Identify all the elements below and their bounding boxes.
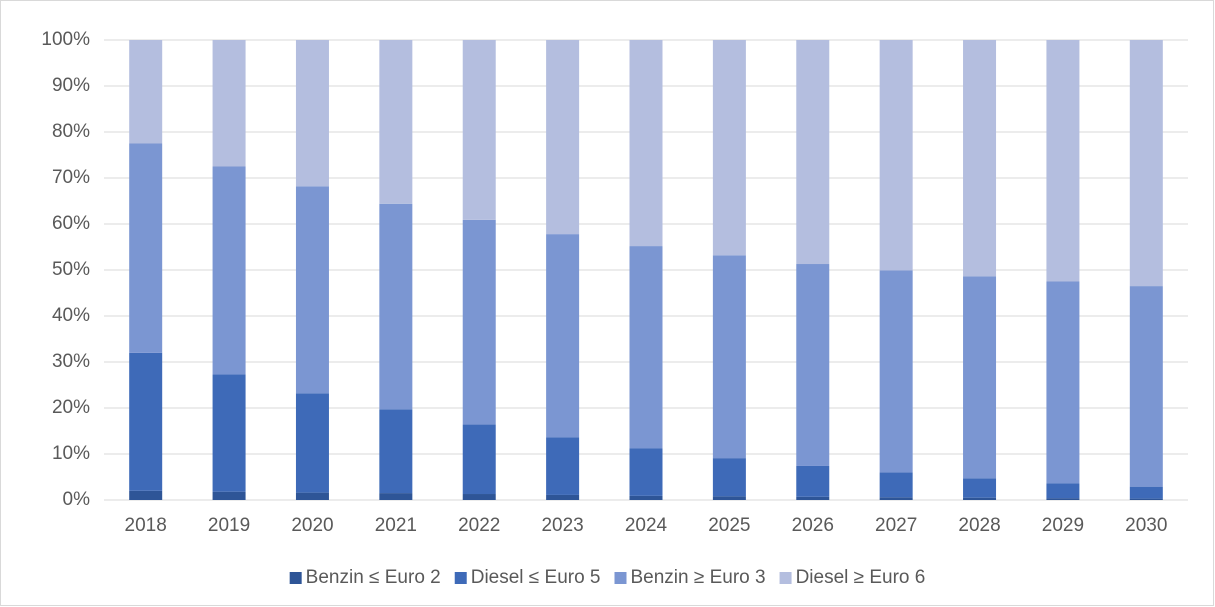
bar-segment	[546, 40, 580, 235]
y-tick-label: 100%	[41, 29, 90, 50]
bar-segment	[546, 437, 580, 495]
bar-segment	[963, 276, 997, 479]
x-tick-label: 2028	[958, 515, 1000, 536]
legend-swatch	[454, 572, 467, 584]
bar-segment	[546, 234, 580, 438]
y-tick-label: 10%	[52, 443, 90, 464]
legend-label: Diesel ≤ Euro 5	[471, 567, 601, 588]
y-tick-label: 90%	[52, 75, 90, 96]
y-tick-label: 30%	[52, 351, 90, 372]
y-tick-label: 70%	[52, 167, 90, 188]
x-tick-label: 2029	[1042, 515, 1084, 536]
bar-segment	[462, 494, 496, 500]
bar-segment	[295, 186, 329, 394]
legend-swatch	[779, 572, 792, 584]
bar-segment	[129, 490, 163, 500]
bar-segment	[212, 40, 246, 167]
bar-segment	[295, 492, 329, 500]
bar-segment	[963, 40, 997, 277]
bar-segment	[879, 472, 913, 498]
x-tick-label: 2025	[708, 515, 750, 536]
y-tick-label: 0%	[63, 489, 91, 510]
bar-segment	[1046, 281, 1080, 484]
bar-segment	[379, 409, 413, 494]
bar-segment	[963, 478, 997, 498]
bar-segment	[1129, 286, 1163, 487]
x-tick-label: 2020	[291, 515, 333, 536]
bar-segment	[129, 352, 163, 491]
x-tick-label: 2019	[208, 515, 250, 536]
bar-segment	[1046, 498, 1080, 500]
bar-segment	[379, 203, 413, 410]
bar-segment	[879, 40, 913, 271]
bar-segment	[879, 270, 913, 473]
y-tick-label: 80%	[52, 121, 90, 142]
legend-label: Benzin ≥ Euro 3	[631, 567, 766, 588]
bar-segment	[712, 255, 746, 459]
bar-segment	[1046, 483, 1080, 499]
bar-segment	[295, 393, 329, 493]
x-tick-label: 2027	[875, 515, 917, 536]
bar-segment	[796, 40, 830, 265]
bar-segment	[796, 496, 830, 500]
bar-segment	[1129, 486, 1163, 499]
bar-segment	[129, 40, 163, 144]
y-tick-label: 20%	[52, 397, 90, 418]
bar-segment	[462, 40, 496, 220]
bar-segment	[879, 497, 913, 500]
bar-segment	[546, 494, 580, 500]
y-tick-label: 40%	[52, 305, 90, 326]
bar-segment	[379, 493, 413, 500]
bar-segment	[212, 491, 246, 500]
x-tick-label: 2030	[1125, 515, 1167, 536]
bar-segment	[796, 264, 830, 466]
legend-label: Benzin ≤ Euro 2	[306, 567, 441, 588]
bar-segment	[1129, 40, 1163, 287]
y-tick-label: 60%	[52, 213, 90, 234]
legend-swatch	[614, 572, 627, 584]
legend-label: Diesel ≥ Euro 6	[796, 567, 926, 588]
bar-segment	[212, 374, 246, 492]
bar-segment	[462, 424, 496, 495]
x-tick-label: 2026	[792, 515, 834, 536]
bar-segment	[462, 219, 496, 425]
y-tick-label: 50%	[52, 259, 90, 280]
bar-segment	[379, 40, 413, 204]
bar-segment	[629, 246, 663, 449]
legend-swatch	[289, 572, 302, 584]
bar-segment	[295, 40, 329, 187]
bar-segment	[1129, 498, 1163, 500]
x-tick-label: 2023	[541, 515, 583, 536]
bar-segment	[712, 496, 746, 500]
x-tick-label: 2018	[125, 515, 167, 536]
bar-segment	[796, 465, 830, 497]
x-tick-label: 2024	[625, 515, 668, 536]
bar-segment	[629, 495, 663, 500]
bar-segment	[212, 166, 246, 375]
bar-segment	[629, 448, 663, 496]
bar-segment	[712, 458, 746, 497]
x-tick-label: 2022	[458, 515, 500, 536]
bar-segment	[629, 40, 663, 247]
bar-segment	[129, 143, 163, 353]
x-tick-label: 2021	[375, 515, 417, 536]
bar-segment	[1046, 40, 1080, 282]
bar-segment	[712, 40, 746, 256]
bar-segment	[963, 497, 997, 500]
